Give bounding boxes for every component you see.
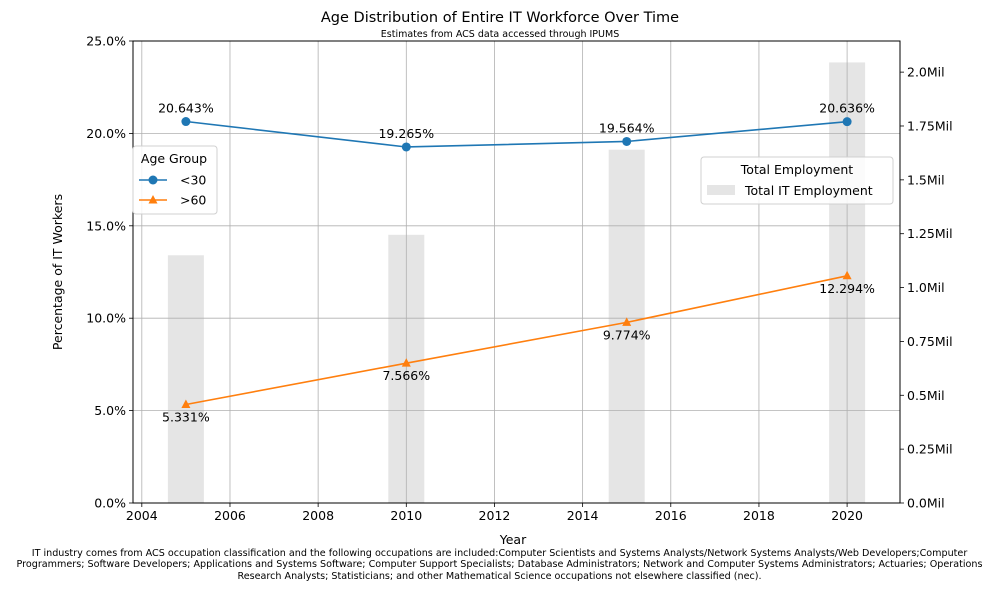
y-tick-label: 15.0% — [86, 218, 126, 233]
x-tick-label: 2020 — [831, 508, 863, 523]
plot-frame — [132, 40, 901, 504]
y2-tick-label: 0.25Mil — [907, 442, 953, 457]
y-axis-label: Percentage of IT Workers — [50, 194, 65, 350]
x-tick-label: 2016 — [655, 508, 687, 523]
x-tick-label: 2014 — [567, 508, 599, 523]
y-tick-label: 25.0% — [86, 34, 126, 49]
legend-employment-label: Total IT Employment — [744, 183, 873, 198]
legend-over60-marker — [148, 195, 158, 204]
age-group-legend: Age Group <30 >60 — [132, 145, 218, 215]
series-1-point — [401, 358, 411, 367]
data-label: 19.564% — [599, 120, 655, 135]
series-lines — [181, 117, 852, 408]
y2-tick-label: 0.5Mil — [907, 388, 945, 403]
chart-caption: IT industry comes from ACS occupation cl… — [16, 548, 983, 582]
legend-over60-label: >60 — [180, 193, 206, 208]
employment-bar-2015 — [608, 149, 645, 503]
data-label: 9.774% — [603, 327, 651, 342]
x-tick-label: 2018 — [743, 508, 775, 523]
data-label: 20.636% — [819, 101, 875, 116]
y2-tick-label: 2.0Mil — [907, 65, 945, 80]
series-1-point — [622, 317, 632, 326]
series-0-point — [181, 117, 191, 127]
data-label: 19.265% — [378, 126, 434, 141]
y2-tick-label: 1.25Mil — [907, 226, 953, 241]
x-tick-label: 2004 — [126, 508, 158, 523]
data-label: 5.331% — [162, 409, 210, 424]
y-tick-label: 20.0% — [86, 126, 126, 141]
data-label: 20.643% — [158, 101, 214, 116]
x-axis-label: Year — [499, 532, 527, 547]
y2-tick-label: 0.0Mil — [907, 496, 945, 511]
legend-under30-marker — [148, 175, 158, 185]
series-line-1 — [185, 275, 848, 406]
employment-bar-2005 — [167, 255, 204, 503]
employment-bars — [167, 62, 866, 504]
age-group-legend-title: Age Group — [141, 151, 207, 166]
x-tick-label: 2012 — [479, 508, 511, 523]
series-0-point — [622, 136, 632, 146]
data-labels: 20.643% 19.265% 19.564% 20.636% 5.331% 7.566%… — [158, 101, 875, 425]
x-tick-label: 2008 — [302, 508, 334, 523]
data-label: 12.294% — [819, 281, 875, 296]
series-1-point — [842, 270, 852, 280]
y-tick-label: 0.0% — [94, 496, 126, 511]
series-line-0 — [185, 120, 848, 148]
y2-tick-label: 0.75Mil — [907, 334, 953, 349]
series-0-point — [401, 142, 411, 152]
series-1-point — [181, 399, 191, 408]
series-0-point — [842, 117, 852, 127]
legend-employment-swatch — [707, 185, 735, 195]
y2-tick-label: 1.5Mil — [907, 172, 945, 187]
legend-under30-label: <30 — [180, 173, 206, 188]
y2-tick-label: 1.0Mil — [907, 280, 945, 295]
data-label: 7.566% — [382, 368, 430, 383]
employment-legend: Total Employment Total IT Employment — [700, 156, 894, 205]
x-tick-label: 2006 — [214, 508, 246, 523]
x-tick-label: 2010 — [390, 508, 422, 523]
employment-legend-box — [700, 156, 894, 205]
y-tick-label: 10.0% — [86, 311, 126, 326]
axes: 2004 2006 2008 2010 2012 2014 2016 2018 2020 0.0%… — [86, 34, 952, 524]
chart-subtitle: Estimates from ACS data accessed through… — [381, 29, 619, 40]
grid-lines — [133, 40, 900, 504]
y-tick-label: 5.0% — [94, 403, 126, 418]
employment-legend-title: Total Employment — [740, 162, 853, 177]
chart-title: Age Distribution of Entire IT Workforce … — [321, 10, 679, 26]
y2-tick-label: 1.75Mil — [907, 118, 953, 133]
